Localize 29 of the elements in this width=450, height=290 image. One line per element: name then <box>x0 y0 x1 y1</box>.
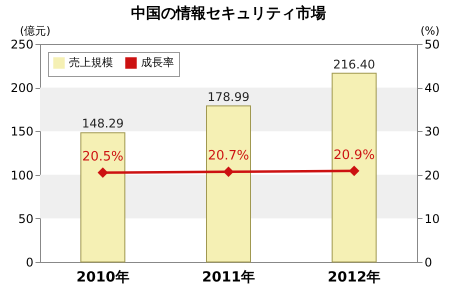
y2-tick-label: 30 <box>424 124 440 139</box>
y2-tick-label: 10 <box>424 212 440 226</box>
y-tick-label: 0 <box>26 256 34 270</box>
data-label: 216.40 <box>333 57 376 72</box>
y-tick-label: 250 <box>10 38 34 52</box>
bar <box>80 132 126 262</box>
data-label: 178.99 <box>208 90 250 104</box>
bar <box>206 105 251 262</box>
y-axis-title: (億元) <box>20 24 50 38</box>
y2-axis-title: (%) <box>420 24 440 38</box>
data-label: 20.7% <box>208 148 250 164</box>
bar <box>332 72 377 262</box>
y-tick-label: 150 <box>10 124 34 139</box>
y2-tick-label: 20 <box>424 168 440 182</box>
data-label: 20.9% <box>334 148 375 163</box>
y-tick-label: 100 <box>10 168 34 182</box>
x-tick-label: 2011年 <box>202 270 255 286</box>
y2-tick-label: 50 <box>424 38 440 52</box>
legend-label: 売上規模 <box>69 56 113 69</box>
x-tick-label: 2012年 <box>328 270 381 286</box>
chart-title: 中国の情報セキュリティ市場 <box>131 4 326 22</box>
data-label: 20.5% <box>82 150 124 165</box>
legend-label: 成長率 <box>141 56 174 69</box>
y2-tick-label: 0 <box>424 256 432 270</box>
data-label: 148.29 <box>82 116 124 131</box>
x-tick-label: 2010年 <box>76 270 130 286</box>
y2-tick-label: 40 <box>424 81 440 96</box>
y-tick-label: 50 <box>18 212 34 226</box>
y-tick-label: 200 <box>10 81 34 96</box>
